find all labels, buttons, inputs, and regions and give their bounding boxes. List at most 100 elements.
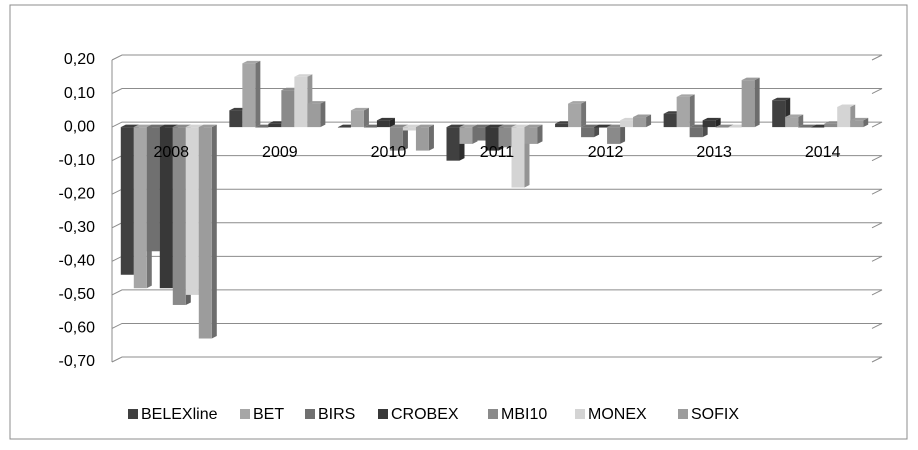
bar bbox=[120, 127, 134, 275]
x-tick-label: 2013 bbox=[696, 144, 732, 161]
bar bbox=[702, 120, 716, 128]
bar bbox=[620, 120, 634, 128]
bar-top bbox=[120, 124, 139, 128]
bar-top bbox=[307, 101, 326, 104]
bar bbox=[172, 127, 186, 305]
bar-side bbox=[620, 124, 626, 144]
grid-line bbox=[111, 54, 883, 61]
bar-side bbox=[754, 77, 760, 128]
legend-swatch bbox=[378, 409, 388, 419]
bar bbox=[568, 103, 582, 128]
bar bbox=[485, 127, 499, 151]
bar-top bbox=[472, 124, 491, 128]
bar bbox=[146, 127, 160, 252]
bar bbox=[281, 90, 295, 128]
bar bbox=[524, 127, 538, 144]
bar-top bbox=[446, 124, 465, 128]
bar-side bbox=[581, 101, 587, 128]
bar-top bbox=[485, 124, 504, 128]
bar bbox=[837, 106, 851, 128]
bar-top bbox=[498, 124, 517, 128]
bar bbox=[555, 123, 569, 128]
bar-top bbox=[146, 124, 165, 128]
legend-swatch bbox=[128, 409, 138, 419]
bar bbox=[307, 103, 321, 128]
bar-top bbox=[676, 94, 695, 97]
bar bbox=[268, 123, 282, 128]
legend-label: MONEX bbox=[588, 406, 647, 423]
bar-side bbox=[537, 124, 543, 144]
bar bbox=[363, 127, 377, 128]
bar bbox=[133, 127, 147, 289]
bar-top bbox=[159, 124, 178, 128]
bar bbox=[255, 127, 269, 128]
bar-side bbox=[594, 124, 600, 138]
bar bbox=[772, 100, 786, 128]
y-tick-label: -0,40 bbox=[59, 253, 96, 270]
grid-line bbox=[111, 356, 883, 363]
bar-top bbox=[242, 60, 261, 64]
x-tick-label: 2011 bbox=[480, 144, 515, 161]
bar-side bbox=[320, 101, 326, 128]
bar-side bbox=[428, 124, 434, 151]
y-tick-label: 0,00 bbox=[64, 118, 95, 135]
bar bbox=[242, 63, 256, 128]
bar-side bbox=[211, 124, 217, 339]
bar-top bbox=[185, 124, 204, 128]
bar-top bbox=[741, 77, 760, 81]
legend-swatch bbox=[488, 409, 498, 419]
bar bbox=[741, 80, 755, 128]
bar bbox=[376, 120, 390, 128]
legend-swatch bbox=[240, 409, 250, 419]
y-tick-label: -0,20 bbox=[59, 185, 96, 202]
bar-top bbox=[350, 107, 369, 111]
bar bbox=[159, 127, 173, 289]
grid-line bbox=[111, 188, 883, 195]
bar-side bbox=[402, 124, 408, 151]
grid-line bbox=[111, 255, 883, 262]
legend-label: CROBEX bbox=[391, 406, 459, 423]
bar-top bbox=[715, 124, 734, 128]
bar-top bbox=[772, 97, 791, 101]
bar bbox=[715, 127, 729, 128]
grid-line bbox=[111, 121, 883, 128]
bar-top bbox=[850, 117, 869, 121]
bar-top bbox=[798, 124, 817, 128]
grid-line bbox=[111, 155, 883, 162]
y-tick-label: -0,50 bbox=[59, 286, 96, 303]
bar bbox=[785, 117, 799, 128]
bar-side bbox=[702, 124, 708, 138]
y-tick-label: -0,70 bbox=[59, 353, 96, 370]
bar-top bbox=[511, 124, 530, 128]
y-tick-label: -0,30 bbox=[59, 219, 96, 236]
bar-top bbox=[633, 114, 652, 118]
bar bbox=[446, 127, 460, 161]
legend-swatch bbox=[678, 409, 688, 419]
bar-top bbox=[837, 104, 856, 107]
bar-top bbox=[702, 117, 721, 121]
bar bbox=[798, 127, 812, 128]
bar bbox=[185, 127, 199, 295]
bar bbox=[198, 127, 212, 339]
bar-top bbox=[389, 124, 408, 128]
bar-side bbox=[363, 107, 369, 128]
bar-side bbox=[389, 117, 395, 128]
bar-top bbox=[133, 124, 152, 128]
bar bbox=[402, 127, 416, 131]
bar-top bbox=[376, 117, 395, 121]
bar-top bbox=[415, 124, 434, 128]
bar bbox=[663, 113, 677, 128]
bar bbox=[850, 120, 864, 128]
legend-label: MBI10 bbox=[501, 406, 547, 423]
bar bbox=[472, 127, 486, 141]
bar bbox=[689, 127, 703, 138]
bar bbox=[581, 127, 595, 138]
bar-side bbox=[646, 114, 652, 128]
legend-label: BET bbox=[253, 406, 284, 423]
bar-top bbox=[568, 101, 587, 104]
bar-top bbox=[594, 124, 613, 128]
grid-line bbox=[111, 88, 883, 95]
y-tick-label: -0,10 bbox=[59, 152, 96, 169]
bar-top bbox=[172, 124, 191, 128]
x-tick-label: 2008 bbox=[153, 144, 189, 161]
